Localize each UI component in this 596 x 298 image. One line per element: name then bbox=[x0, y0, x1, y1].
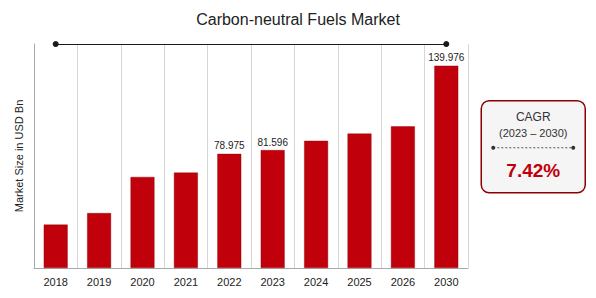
svg-text:2023: 2023 bbox=[260, 276, 284, 288]
svg-text:2022: 2022 bbox=[217, 276, 241, 288]
svg-text:2021: 2021 bbox=[174, 276, 198, 288]
svg-text:2020: 2020 bbox=[130, 276, 154, 288]
svg-text:2025: 2025 bbox=[347, 276, 371, 288]
svg-text:7.42%: 7.42% bbox=[506, 160, 560, 181]
svg-text:2024: 2024 bbox=[304, 276, 328, 288]
svg-text:2018: 2018 bbox=[43, 276, 67, 288]
svg-text:Market Size in USD Bn: Market Size in USD Bn bbox=[13, 100, 25, 212]
svg-text:2019: 2019 bbox=[87, 276, 111, 288]
svg-text:2026: 2026 bbox=[391, 276, 415, 288]
svg-text:(2023 – 2030): (2023 – 2030) bbox=[499, 127, 568, 139]
svg-text:139.976: 139.976 bbox=[428, 52, 465, 63]
svg-text:78.975: 78.975 bbox=[214, 140, 245, 151]
svg-text:Carbon-neutral Fuels Market: Carbon-neutral Fuels Market bbox=[196, 11, 400, 28]
svg-text:CAGR: CAGR bbox=[516, 110, 551, 124]
svg-text:81.596: 81.596 bbox=[257, 137, 288, 148]
svg-text:2030: 2030 bbox=[434, 276, 458, 288]
